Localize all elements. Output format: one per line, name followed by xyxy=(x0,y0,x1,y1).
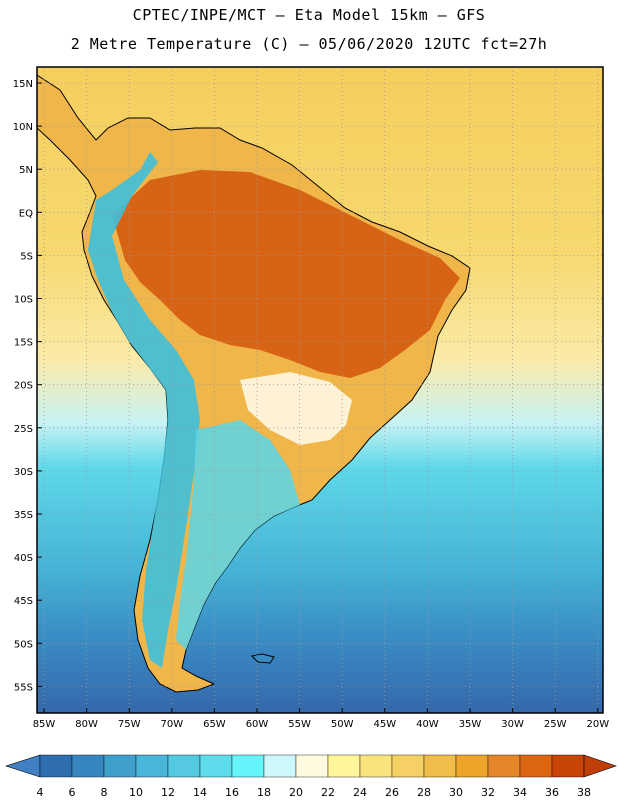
lat-label: 5S xyxy=(20,251,33,262)
colorbar-label: 14 xyxy=(193,786,207,799)
lat-label: 30S xyxy=(14,467,33,478)
colorbar-swatch xyxy=(103,754,137,778)
colorbar-label: 30 xyxy=(449,786,463,799)
colorbar-label: 12 xyxy=(161,786,175,799)
colorbar-swatch xyxy=(295,754,329,778)
colorbar-label: 34 xyxy=(513,786,527,799)
lat-label: EQ xyxy=(19,208,33,219)
lon-label: 70W xyxy=(160,719,183,730)
colorbar-label: 4 xyxy=(37,786,44,799)
map-frame xyxy=(36,66,604,714)
colorbar-swatch xyxy=(423,754,457,778)
colorbar-swatch xyxy=(167,754,201,778)
colorbar-swatch xyxy=(455,754,489,778)
colorbar-label: 20 xyxy=(289,786,303,799)
colorbar-label: 16 xyxy=(225,786,239,799)
colorbar-label: 18 xyxy=(257,786,271,799)
lat-label: 10N xyxy=(13,122,33,133)
longitude-labels: 85W 80W 75W 70W 65W 60W 55W 50W 45W 40W 35W 30W 25W 2… xyxy=(33,708,609,730)
lat-label: 40S xyxy=(14,553,33,564)
lat-label: 50S xyxy=(14,639,33,650)
color-scale-bar: 4 6 8 10 12 14 16 18 20 22 24 26 28 30 32 34 36 38 xyxy=(5,754,617,799)
lat-label: 15S xyxy=(14,338,33,349)
lon-label: 60W xyxy=(246,719,269,730)
patagonia-cool-region xyxy=(176,420,300,650)
colorbar-label: 22 xyxy=(321,786,335,799)
colorbar-swatch xyxy=(519,754,553,778)
lon-label: 35W xyxy=(459,719,482,730)
hot-interior-region xyxy=(112,170,460,378)
lat-label: 25S xyxy=(14,424,33,435)
lat-label: 15N xyxy=(13,79,33,90)
colorbar-swatch xyxy=(199,754,233,778)
colorbar-label: 32 xyxy=(481,786,495,799)
lat-label: 20S xyxy=(14,381,33,392)
lon-label: 25W xyxy=(544,719,567,730)
colorbar-swatch xyxy=(551,754,585,778)
colorbar-label: 38 xyxy=(577,786,591,799)
lon-label: 50W xyxy=(331,719,354,730)
lon-label: 40W xyxy=(416,719,439,730)
colorbar-swatch xyxy=(391,754,425,778)
map-title-line2: 2 Metre Temperature (C) – 05/06/2020 12U… xyxy=(70,35,548,53)
colorbar-high-arrow xyxy=(583,754,617,778)
lon-label: 65W xyxy=(203,719,226,730)
colorbar-swatch xyxy=(71,754,105,778)
colorbar-swatch xyxy=(39,754,73,778)
colorbar-swatch xyxy=(487,754,521,778)
lon-label: 55W xyxy=(288,719,311,730)
lon-label: 85W xyxy=(33,719,56,730)
colorbar-label: 10 xyxy=(129,786,143,799)
colorbar-label: 26 xyxy=(385,786,399,799)
colorbar-swatch xyxy=(327,754,361,778)
lon-label: 30W xyxy=(501,719,524,730)
lat-label: 55S xyxy=(14,682,33,693)
colorbar-swatch xyxy=(231,754,265,778)
colorbar-label: 6 xyxy=(69,786,76,799)
lat-label: 45S xyxy=(14,596,33,607)
lon-label: 80W xyxy=(75,719,98,730)
colorbar-label: 24 xyxy=(353,786,367,799)
lat-label: 35S xyxy=(14,510,33,521)
lat-label: 10S xyxy=(14,295,33,306)
lon-label: 45W xyxy=(373,719,396,730)
colorbar-swatch xyxy=(135,754,169,778)
la-plata-mild-region xyxy=(240,372,352,445)
colorbar-swatch xyxy=(359,754,393,778)
colorbar-label: 28 xyxy=(417,786,431,799)
colorbar-label: 36 xyxy=(545,786,559,799)
map-title-line1: CPTEC/INPE/MCT – Eta Model 15km – GFS xyxy=(132,6,486,24)
falkland-islands xyxy=(250,653,275,664)
colorbar-swatch xyxy=(263,754,297,778)
latitude-labels: 15N 10N 5N EQ 5S 10S 15S 20S 25S 30S 35S 40S 45S 50S 5… xyxy=(13,79,42,693)
lat-label: 5N xyxy=(19,165,33,176)
colorbar-label: 8 xyxy=(101,786,108,799)
lon-label: 20W xyxy=(586,719,609,730)
colorbar-low-arrow xyxy=(5,754,41,778)
lon-label: 75W xyxy=(118,719,141,730)
